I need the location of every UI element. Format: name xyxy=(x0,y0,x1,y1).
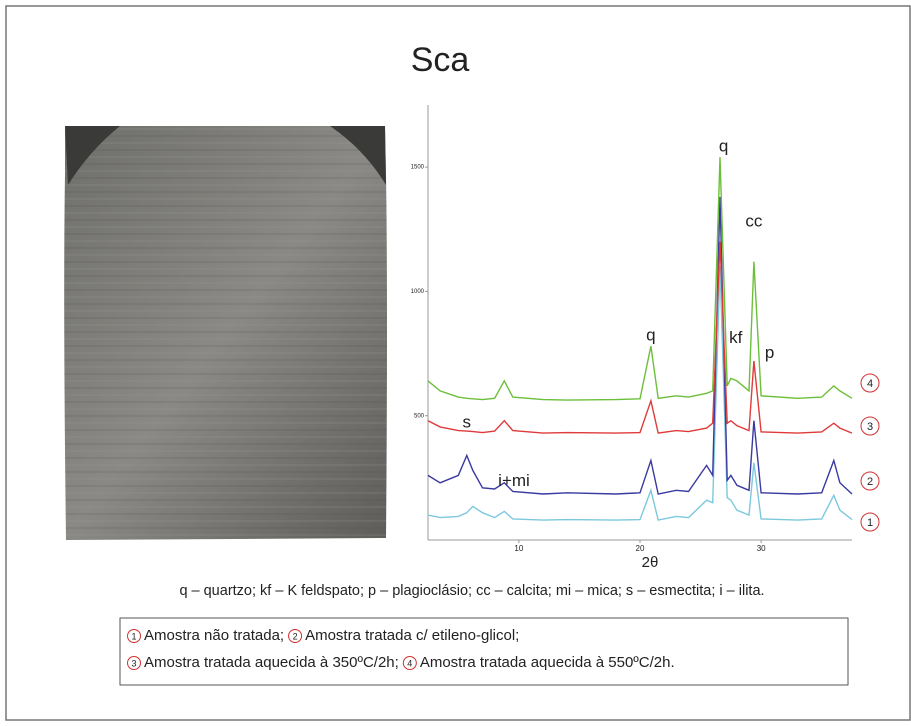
caption: q – quartzo; kf – K feldspato; p – plagi… xyxy=(179,583,764,599)
series-label: 2 xyxy=(867,476,873,488)
series-badge xyxy=(860,471,880,491)
legend-text: Amostra tratada c/ etileno-glicol; xyxy=(305,627,519,644)
peak-annotation: cc xyxy=(745,211,763,230)
series-line xyxy=(427,196,853,495)
x-tick-label: 10 xyxy=(514,544,523,553)
series-label: 3 xyxy=(867,421,873,433)
series-label: 4 xyxy=(867,378,873,390)
legend-text: Amostra tratada aquecida à 350ºC/2h; xyxy=(144,654,399,671)
legend-box xyxy=(119,617,849,686)
legend-badge xyxy=(127,656,141,670)
series-line xyxy=(427,241,853,434)
legend-text: Amostra tratada aquecida à 550ºC/2h. xyxy=(420,654,675,671)
legend-badge xyxy=(288,629,303,643)
legend-badge xyxy=(402,656,417,670)
peak-annotation: p xyxy=(765,343,774,362)
peak-annotation: s xyxy=(463,413,472,432)
series-label: 1 xyxy=(867,517,873,529)
peak-annotation: i+mi xyxy=(498,471,530,490)
x-tick-label: 20 xyxy=(636,544,645,553)
y-tick-label: 500 xyxy=(414,413,425,419)
legend-badge xyxy=(127,629,141,643)
legend-number: 1 xyxy=(131,631,136,641)
series-line xyxy=(427,157,853,401)
series-line xyxy=(427,266,853,521)
series-badge xyxy=(860,416,880,436)
legend-text: Amostra não tratada; xyxy=(144,627,284,644)
rock-photo xyxy=(64,126,387,540)
legend-number: 4 xyxy=(407,658,412,668)
legend-number: 3 xyxy=(131,658,136,668)
peak-annotation: q xyxy=(719,137,728,156)
peak-annotation: q xyxy=(646,326,655,345)
series-badge xyxy=(860,512,880,532)
legend-number: 2 xyxy=(293,631,298,641)
x-axis-label: 2θ xyxy=(642,554,659,571)
series-badge xyxy=(860,373,880,393)
y-tick-label: 1000 xyxy=(411,289,425,295)
x-tick-label: 30 xyxy=(757,544,766,553)
chart-title: Sca xyxy=(411,41,470,79)
y-tick-label: 1500 xyxy=(411,165,425,171)
peak-annotation: kf xyxy=(729,328,743,347)
